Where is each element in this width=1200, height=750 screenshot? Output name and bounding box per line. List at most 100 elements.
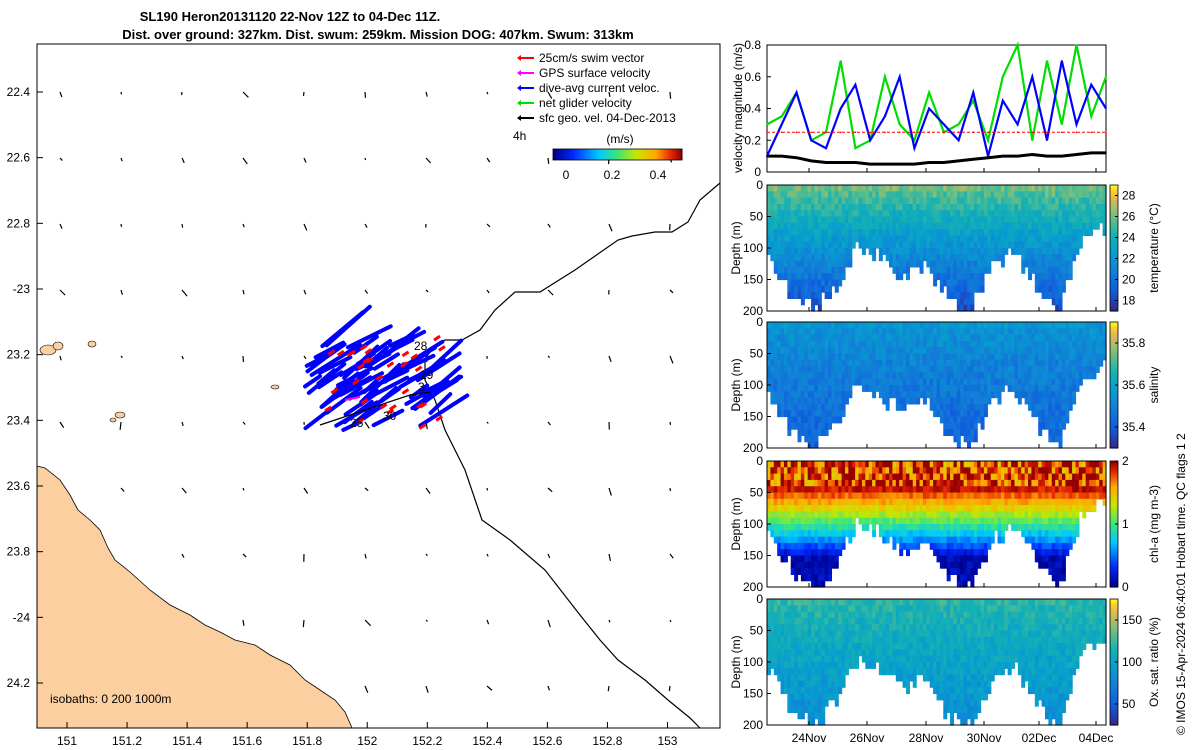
section-cell — [800, 391, 805, 399]
section-cell — [1031, 222, 1036, 230]
section-cell — [1007, 473, 1012, 481]
section-cell — [817, 292, 822, 299]
section-cell — [1021, 385, 1026, 392]
section-cell — [794, 334, 799, 342]
swim-vector — [375, 374, 384, 381]
velocity-series-line — [766, 60, 1107, 157]
section-cell — [1065, 492, 1070, 500]
section-cell — [780, 530, 785, 538]
section-cell — [831, 555, 836, 563]
section-cell — [834, 410, 839, 418]
section-cell — [919, 254, 924, 262]
section-cell — [1061, 511, 1066, 519]
section-cell — [831, 210, 836, 218]
section-cell — [919, 216, 924, 224]
depth-axis-label: Depth (m) — [729, 221, 743, 274]
section-cell — [1055, 260, 1060, 268]
section-cell — [956, 197, 961, 205]
section-cell — [838, 273, 843, 281]
section-cell — [1028, 397, 1033, 405]
panel-colorbar-cell — [1110, 220, 1118, 224]
section-cell — [855, 505, 860, 512]
section-cell — [773, 530, 778, 538]
section-cell — [814, 372, 819, 380]
section-cell — [878, 197, 883, 205]
section-cell — [973, 397, 978, 405]
section-cell — [783, 498, 788, 506]
section-cell — [878, 203, 883, 211]
section-cell — [953, 391, 958, 399]
section-cell — [994, 486, 999, 494]
section-cell — [936, 517, 941, 525]
section-cell — [1048, 185, 1053, 192]
section-cell — [1044, 340, 1049, 348]
panel-colorbar-cell — [1110, 463, 1118, 467]
colorbar-cell — [599, 149, 602, 160]
section-cell — [1044, 372, 1049, 380]
section-cell — [797, 486, 802, 494]
section-cell — [960, 555, 965, 563]
current-arrow — [608, 223, 613, 232]
section-cell — [817, 385, 822, 392]
section-cell — [977, 229, 982, 236]
section-cell — [922, 378, 927, 386]
section-cell — [868, 235, 873, 243]
colorbar-cell — [657, 149, 661, 160]
section-cell — [990, 461, 995, 468]
depth-tick-label: 200 — [743, 441, 763, 455]
section-cell — [1095, 328, 1100, 336]
section-cell — [1048, 328, 1053, 336]
section-cell — [855, 372, 860, 380]
section-cell — [878, 241, 883, 249]
map-y-tick-label: 23.2 — [7, 348, 31, 362]
section-cell — [1031, 486, 1036, 494]
section-cell — [865, 486, 870, 494]
section-cell — [787, 340, 792, 348]
section-cell — [787, 197, 792, 205]
section-cell — [909, 505, 914, 512]
section-cell — [1024, 235, 1029, 243]
section-cell — [767, 372, 771, 380]
section-cell — [960, 191, 965, 199]
section-cell — [912, 222, 917, 230]
section-cell — [1038, 203, 1043, 211]
section-cell — [905, 191, 910, 199]
section-cell — [1000, 197, 1005, 205]
panel-colorbar-cell — [1110, 322, 1118, 326]
section-cell — [783, 511, 788, 519]
section-cell — [1007, 229, 1012, 236]
section-cell — [814, 397, 819, 405]
section-cell — [926, 536, 931, 544]
section-cell — [946, 248, 951, 255]
section-cell — [994, 378, 999, 386]
section-cell — [970, 334, 975, 342]
section-cell — [811, 210, 816, 218]
section-cell — [1051, 279, 1056, 287]
section-cell — [902, 542, 907, 550]
section-cell — [848, 328, 853, 336]
section-cell — [824, 517, 829, 525]
section-cell — [858, 347, 863, 355]
section-cell — [851, 530, 856, 538]
section-cell — [770, 340, 775, 348]
section-cell — [1011, 353, 1016, 361]
section-cell — [946, 524, 951, 531]
section-cell — [1102, 492, 1107, 500]
section-cell — [858, 353, 863, 361]
section-cell — [1061, 378, 1066, 386]
section-cell — [787, 347, 792, 355]
section-cell — [939, 210, 944, 218]
section-cell — [1044, 479, 1049, 487]
section-cell — [865, 203, 870, 211]
section-cell — [773, 378, 778, 386]
section-cell — [1061, 248, 1066, 255]
section-cell — [800, 197, 805, 205]
section-cell — [943, 222, 948, 230]
section-cell — [868, 340, 873, 348]
section-cell — [797, 461, 802, 468]
section-cell — [824, 248, 829, 255]
section-cell — [814, 248, 819, 255]
dive-avg-current-vector — [371, 408, 405, 428]
section-cell — [983, 340, 988, 348]
section-cell — [970, 229, 975, 236]
